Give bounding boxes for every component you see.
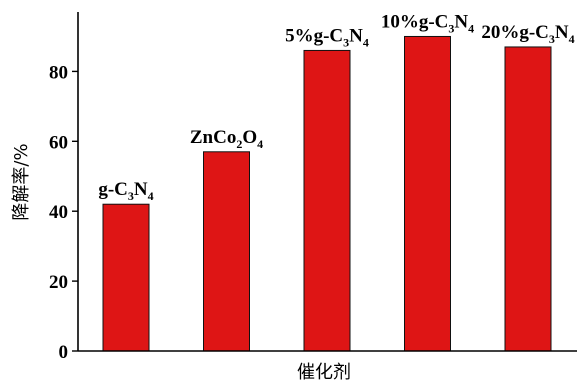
bar-3 <box>303 49 351 352</box>
bar-label-5: 20%g-C3N4 <box>481 22 574 46</box>
bar-label-1: g-C3N4 <box>98 179 153 203</box>
y-axis-ticks: 0 20 40 60 80 <box>49 62 78 363</box>
bar-4 <box>404 35 451 352</box>
bar-label-4: 10%g-C3N4 <box>381 11 474 35</box>
bar-2 <box>203 151 250 352</box>
bar-label-3: 5%g-C3N4 <box>285 25 369 49</box>
bar-5 <box>504 46 552 352</box>
bar-labels: g-C3N4 ZnCo2O4 5%g-C3N4 10%g-C3N4 20%g-C3N4 <box>98 11 574 203</box>
bars <box>102 35 552 352</box>
y-tick-label: 60 <box>49 132 68 153</box>
y-tick-label: 20 <box>49 272 68 293</box>
y-tick-label: 0 <box>59 342 69 363</box>
x-axis-title: 催化剂 <box>297 362 351 383</box>
y-tick-label: 80 <box>49 62 68 83</box>
bar-label-2: ZnCo2O4 <box>190 127 263 151</box>
y-axis-title: 降解率/% <box>11 143 32 220</box>
y-tick-label: 40 <box>49 202 68 223</box>
bar-1 <box>102 203 150 352</box>
